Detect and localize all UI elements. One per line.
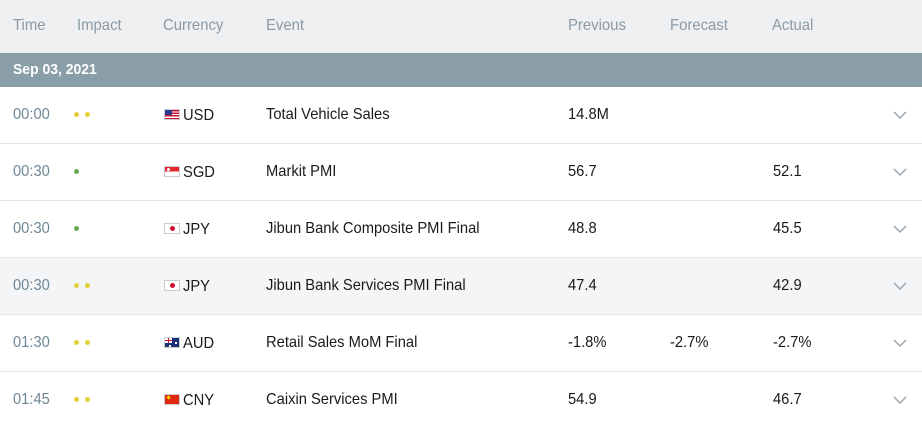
table-header: Time Impact Currency Event Previous Fore… bbox=[0, 0, 922, 53]
impact-dot bbox=[85, 283, 90, 288]
event-time: 00:30 bbox=[13, 220, 50, 237]
us-flag-icon bbox=[164, 109, 180, 120]
currency-code: CNY bbox=[183, 392, 215, 409]
chevron-down-icon[interactable] bbox=[893, 281, 907, 291]
previous-value: -1.8% bbox=[568, 334, 607, 351]
impact-indicator bbox=[74, 283, 104, 289]
header-currency[interactable]: Currency bbox=[163, 17, 224, 34]
event-time: 00:30 bbox=[13, 277, 50, 294]
actual-value: 45.5 bbox=[773, 220, 802, 237]
header-time[interactable]: Time bbox=[13, 17, 46, 34]
header-impact[interactable]: Impact bbox=[77, 17, 122, 34]
event-time: 01:30 bbox=[13, 334, 50, 351]
cn-flag-icon bbox=[164, 394, 180, 405]
currency-code: JPY bbox=[183, 278, 210, 295]
impact-indicator bbox=[74, 169, 104, 175]
impact-dot bbox=[74, 340, 79, 345]
actual-value: 46.7 bbox=[773, 391, 802, 408]
event-name: Total Vehicle Sales bbox=[266, 106, 390, 123]
currency-code: JPY bbox=[183, 221, 210, 238]
impact-dot bbox=[74, 112, 79, 117]
impact-indicator bbox=[74, 340, 104, 346]
chevron-down-icon[interactable] bbox=[893, 167, 907, 177]
table-row[interactable]: 00:00 USD Total Vehicle Sales 14.8M bbox=[0, 87, 922, 144]
previous-value: 48.8 bbox=[568, 220, 597, 237]
chevron-down-icon[interactable] bbox=[893, 395, 907, 405]
actual-value: 52.1 bbox=[773, 163, 802, 180]
event-name: Jibun Bank Composite PMI Final bbox=[266, 220, 480, 237]
impact-dot bbox=[74, 397, 79, 402]
impact-dot bbox=[74, 283, 79, 288]
currency-code: SGD bbox=[183, 164, 215, 181]
event-time: 01:45 bbox=[13, 391, 50, 408]
table-row[interactable]: 01:45 CNY Caixin Services PMI 54.9 46.7 bbox=[0, 372, 922, 423]
chevron-down-icon[interactable] bbox=[893, 110, 907, 120]
event-time: 00:30 bbox=[13, 163, 50, 180]
previous-value: 47.4 bbox=[568, 277, 597, 294]
date-label: Sep 03, 2021 bbox=[13, 61, 97, 78]
impact-dot bbox=[74, 169, 79, 174]
au-flag-icon bbox=[164, 337, 180, 348]
header-actual[interactable]: Actual bbox=[772, 17, 814, 34]
event-time: 00:00 bbox=[13, 106, 50, 123]
jp-flag-icon bbox=[164, 223, 180, 234]
impact-indicator bbox=[74, 226, 104, 232]
actual-value: 42.9 bbox=[773, 277, 802, 294]
impact-dot bbox=[74, 226, 79, 231]
previous-value: 56.7 bbox=[568, 163, 597, 180]
table-row[interactable]: 00:30 JPY Jibun Bank Services PMI Final 47.… bbox=[0, 258, 922, 315]
event-name: Retail Sales MoM Final bbox=[266, 334, 418, 351]
previous-value: 14.8M bbox=[568, 106, 609, 123]
forecast-value: -2.7% bbox=[670, 334, 709, 351]
actual-value: -2.7% bbox=[773, 334, 812, 351]
previous-value: 54.9 bbox=[568, 391, 597, 408]
chevron-down-icon[interactable] bbox=[893, 224, 907, 234]
impact-dot bbox=[85, 340, 90, 345]
table-row[interactable]: 00:30 SGD Markit PMI 56.7 52.1 bbox=[0, 144, 922, 201]
header-forecast[interactable]: Forecast bbox=[670, 17, 728, 34]
chevron-down-icon[interactable] bbox=[893, 338, 907, 348]
currency-code: AUD bbox=[183, 335, 215, 352]
jp-flag-icon bbox=[164, 280, 180, 291]
currency-code: USD bbox=[183, 107, 215, 124]
sg-flag-icon bbox=[164, 166, 180, 177]
date-group-header: Sep 03, 2021 bbox=[0, 53, 922, 87]
header-previous[interactable]: Previous bbox=[568, 17, 626, 34]
table-row[interactable]: 01:30 AUD Retail Sales MoM Final -1.8% -2.7%… bbox=[0, 315, 922, 372]
impact-indicator bbox=[74, 397, 104, 403]
table-row[interactable]: 00:30 JPY Jibun Bank Composite PMI Final 48… bbox=[0, 201, 922, 258]
header-event[interactable]: Event bbox=[266, 17, 305, 34]
event-name: Jibun Bank Services PMI Final bbox=[266, 277, 466, 294]
impact-dot bbox=[85, 112, 90, 117]
event-name: Markit PMI bbox=[266, 163, 337, 180]
impact-dot bbox=[85, 397, 90, 402]
event-name: Caixin Services PMI bbox=[266, 391, 398, 408]
impact-indicator bbox=[74, 112, 104, 118]
